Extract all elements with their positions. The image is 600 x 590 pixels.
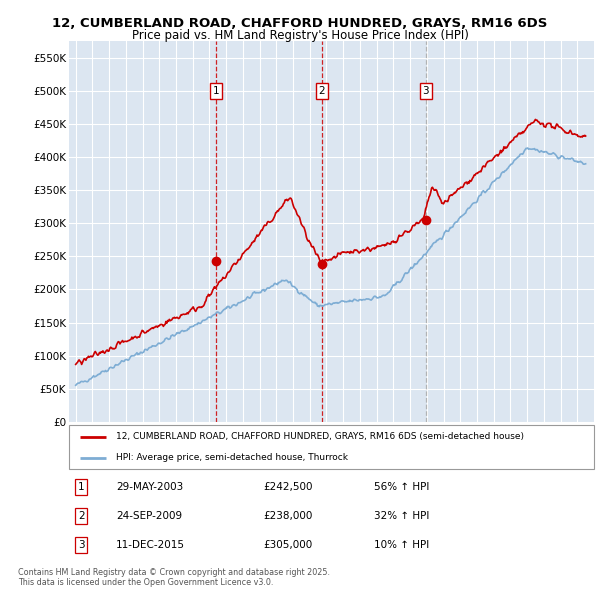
Text: 3: 3 [422,86,429,96]
Text: 32% ↑ HPI: 32% ↑ HPI [373,511,429,521]
Text: 10% ↑ HPI: 10% ↑ HPI [373,540,429,550]
Text: 24-SEP-2009: 24-SEP-2009 [116,511,182,521]
Text: 1: 1 [213,86,220,96]
Text: Contains HM Land Registry data © Crown copyright and database right 2025.
This d: Contains HM Land Registry data © Crown c… [18,568,330,587]
Text: 11-DEC-2015: 11-DEC-2015 [116,540,185,550]
Text: £305,000: £305,000 [263,540,313,550]
Text: 2: 2 [78,511,85,521]
Text: £242,500: £242,500 [263,481,313,491]
Text: 3: 3 [78,540,85,550]
Text: HPI: Average price, semi-detached house, Thurrock: HPI: Average price, semi-detached house,… [116,454,348,463]
Text: 12, CUMBERLAND ROAD, CHAFFORD HUNDRED, GRAYS, RM16 6DS: 12, CUMBERLAND ROAD, CHAFFORD HUNDRED, G… [52,17,548,30]
Text: Price paid vs. HM Land Registry's House Price Index (HPI): Price paid vs. HM Land Registry's House … [131,30,469,42]
Text: 12, CUMBERLAND ROAD, CHAFFORD HUNDRED, GRAYS, RM16 6DS (semi-detached house): 12, CUMBERLAND ROAD, CHAFFORD HUNDRED, G… [116,432,524,441]
Text: 1: 1 [78,481,85,491]
Text: 2: 2 [319,86,325,96]
Text: £238,000: £238,000 [263,511,313,521]
Text: 29-MAY-2003: 29-MAY-2003 [116,481,184,491]
Text: 56% ↑ HPI: 56% ↑ HPI [373,481,429,491]
FancyBboxPatch shape [69,425,594,469]
